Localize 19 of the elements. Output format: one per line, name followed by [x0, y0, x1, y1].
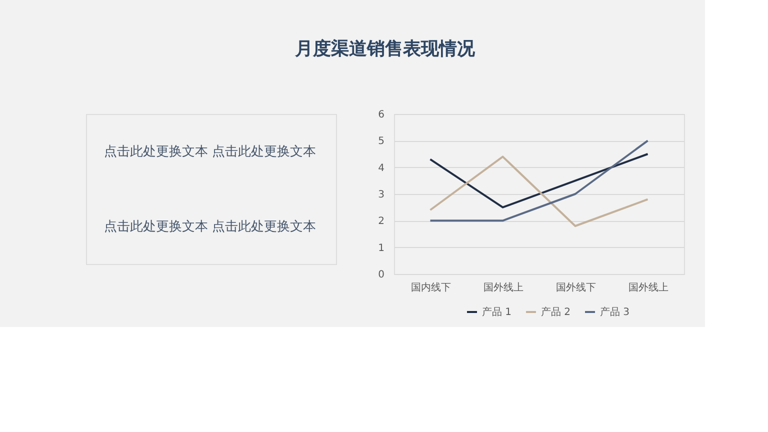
- legend-label: 产品 2: [541, 306, 571, 318]
- chart-title: 月度渠道销售表现情况: [294, 38, 476, 60]
- y-tick-label: 2: [378, 216, 384, 228]
- x-tick-label: 国外线上: [628, 282, 668, 294]
- legend-label: 产品 3: [600, 306, 630, 318]
- legend-label: 产品 1: [482, 306, 512, 318]
- y-tick-label: 5: [378, 136, 384, 148]
- text: 点击此处更换文本 点击此处更换文本: [104, 144, 316, 160]
- text: 点击此处更换文本 点击此处更换文本: [104, 220, 316, 234]
- y-tick-label: 0: [378, 270, 384, 280]
- line-series: [429, 153, 649, 208]
- x-tick-label: 国外线下: [556, 282, 596, 294]
- x-tick-label: 国外线上: [483, 282, 524, 294]
- y-tick-label: 1: [378, 242, 384, 254]
- y-tick-label: 6: [378, 110, 384, 120]
- x-tick-label: 国内线下: [410, 282, 451, 294]
- line-series: [429, 156, 649, 227]
- y-tick-label: 4: [378, 162, 384, 174]
- y-tick-label: 3: [378, 190, 384, 200]
